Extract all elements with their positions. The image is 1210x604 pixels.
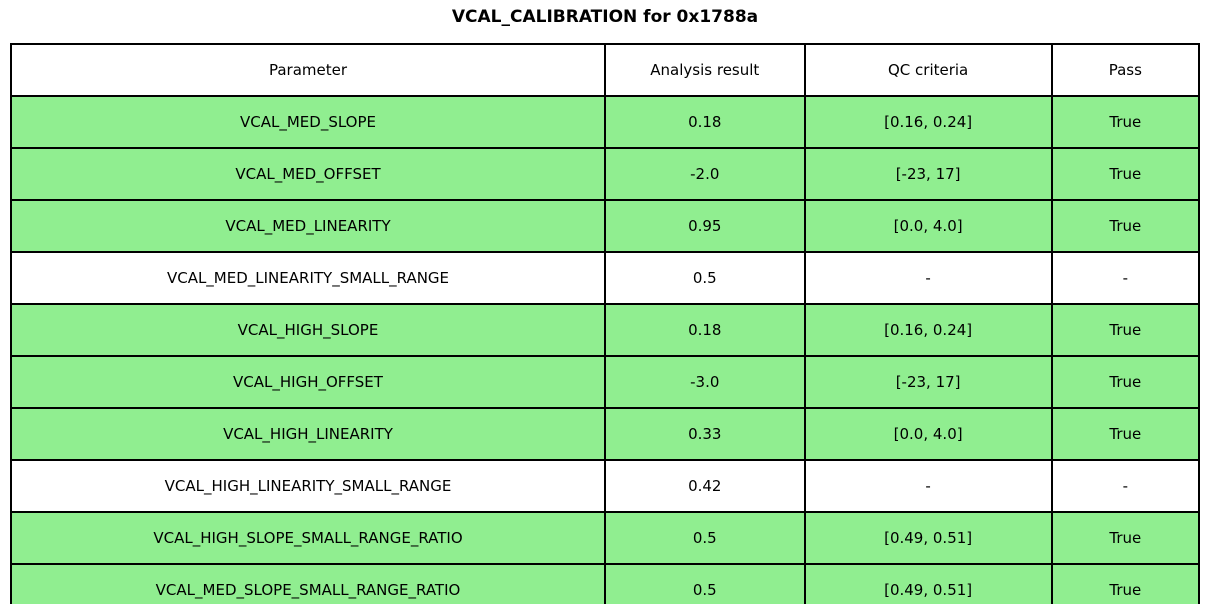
parameter-cell: VCAL_MED_LINEARITY xyxy=(10,199,606,253)
column-header-parameter: Parameter xyxy=(10,43,606,97)
qc-criteria-cell: [0.49, 0.51] xyxy=(803,563,1053,604)
table-row: VCAL_MED_LINEARITY_SMALL_RANGE 0.5- - xyxy=(10,251,1201,305)
parameter-cell: VCAL_MED_OFFSET xyxy=(10,147,606,201)
parameter-cell: VCAL_HIGH_LINEARITY xyxy=(10,407,606,461)
column-header-pass: Pass xyxy=(1050,43,1201,97)
pass-cell: True xyxy=(1050,95,1201,149)
analysis-result-cell: 0.5 xyxy=(604,251,806,305)
qc-criteria-cell: [0.0, 4.0] xyxy=(803,407,1053,461)
table-row: VCAL_HIGH_SLOPE 0.18 [0.16, 0.24] True xyxy=(10,303,1201,357)
qc-criteria-cell: [0.16, 0.24] xyxy=(803,95,1053,149)
table-header: Parameter Analysis result QC criteria Pa… xyxy=(10,43,1201,97)
pass-cell: True xyxy=(1050,407,1201,461)
parameter-cell: VCAL_MED_SLOPE xyxy=(10,95,606,149)
qc-criteria-cell: - xyxy=(803,251,1053,305)
parameter-cell: VCAL_HIGH_SLOPE_SMALL_RANGE_RATIO xyxy=(10,511,606,565)
analysis-result-cell: 0.18 xyxy=(604,95,806,149)
qc-criteria-cell: [0.16, 0.24] xyxy=(803,303,1053,357)
parameter-cell: VCAL_HIGH_OFFSET xyxy=(10,355,606,409)
analysis-result-cell: 0.33 xyxy=(604,407,806,461)
table-row: VCAL_MED_LINEARITY 0.95 [0.0, 4.0] True xyxy=(10,199,1201,253)
pass-cell: True xyxy=(1050,303,1201,357)
analysis-result-cell: 0.5 xyxy=(604,563,806,604)
pass-cell: True xyxy=(1050,147,1201,201)
pass-cell: True xyxy=(1050,199,1201,253)
table-row: VCAL_HIGH_LINEARITY 0.33 [0.0, 4.0] True xyxy=(10,407,1201,461)
table-row: VCAL_MED_SLOPE_SMALL_RANGE_RATIO 0.5 [0.49… xyxy=(10,563,1201,604)
parameter-cell: VCAL_MED_LINEARITY_SMALL_RANGE xyxy=(10,251,606,305)
pass-cell: True xyxy=(1050,563,1201,604)
qc-criteria-cell: [0.0, 4.0] xyxy=(803,199,1053,253)
analysis-result-cell: -2.0 xyxy=(604,147,806,201)
table-row: VCAL_HIGH_OFFSET -3.0 [-23, 17] True xyxy=(10,355,1201,409)
analysis-result-cell: -3.0 xyxy=(604,355,806,409)
column-header-qc-criteria: QC criteria xyxy=(803,43,1053,97)
pass-cell: True xyxy=(1050,355,1201,409)
table-row: VCAL_MED_SLOPE 0.18 [0.16, 0.24] True xyxy=(10,95,1201,149)
pass-cell: True xyxy=(1050,511,1201,565)
qc-criteria-cell: [-23, 17] xyxy=(803,147,1053,201)
pass-cell: - xyxy=(1050,459,1201,513)
table-row: VCAL_HIGH_LINEARITY_SMALL_RANGE 0.42- - xyxy=(10,459,1201,513)
header-row: Parameter Analysis result QC criteria Pa… xyxy=(10,43,1201,97)
parameter-cell: VCAL_MED_SLOPE_SMALL_RANGE_RATIO xyxy=(10,563,606,604)
analysis-result-cell: 0.95 xyxy=(604,199,806,253)
parameter-cell: VCAL_HIGH_SLOPE xyxy=(10,303,606,357)
analysis-result-cell: 0.42 xyxy=(604,459,806,513)
qc-criteria-cell: [0.49, 0.51] xyxy=(803,511,1053,565)
analysis-result-cell: 0.18 xyxy=(604,303,806,357)
qc-criteria-cell: - xyxy=(803,459,1053,513)
qc-criteria-cell: [-23, 17] xyxy=(803,355,1053,409)
pass-cell: - xyxy=(1050,251,1201,305)
parameter-cell: VCAL_HIGH_LINEARITY_SMALL_RANGE xyxy=(10,459,606,513)
table-row: VCAL_HIGH_SLOPE_SMALL_RANGE_RATIO 0.5 [0.4… xyxy=(10,511,1201,565)
table-row: VCAL_MED_OFFSET -2.0 [-23, 17] True xyxy=(10,147,1201,201)
column-header-analysis-result: Analysis result xyxy=(604,43,806,97)
table-body: VCAL_MED_SLOPE 0.18 [0.16, 0.24] True VCAL_M… xyxy=(10,95,1201,604)
qc-results-table: Parameter Analysis result QC criteria Pa… xyxy=(10,43,1201,604)
analysis-result-cell: 0.5 xyxy=(604,511,806,565)
chart-title: VCAL_CALIBRATION for 0x1788a xyxy=(451,7,759,27)
